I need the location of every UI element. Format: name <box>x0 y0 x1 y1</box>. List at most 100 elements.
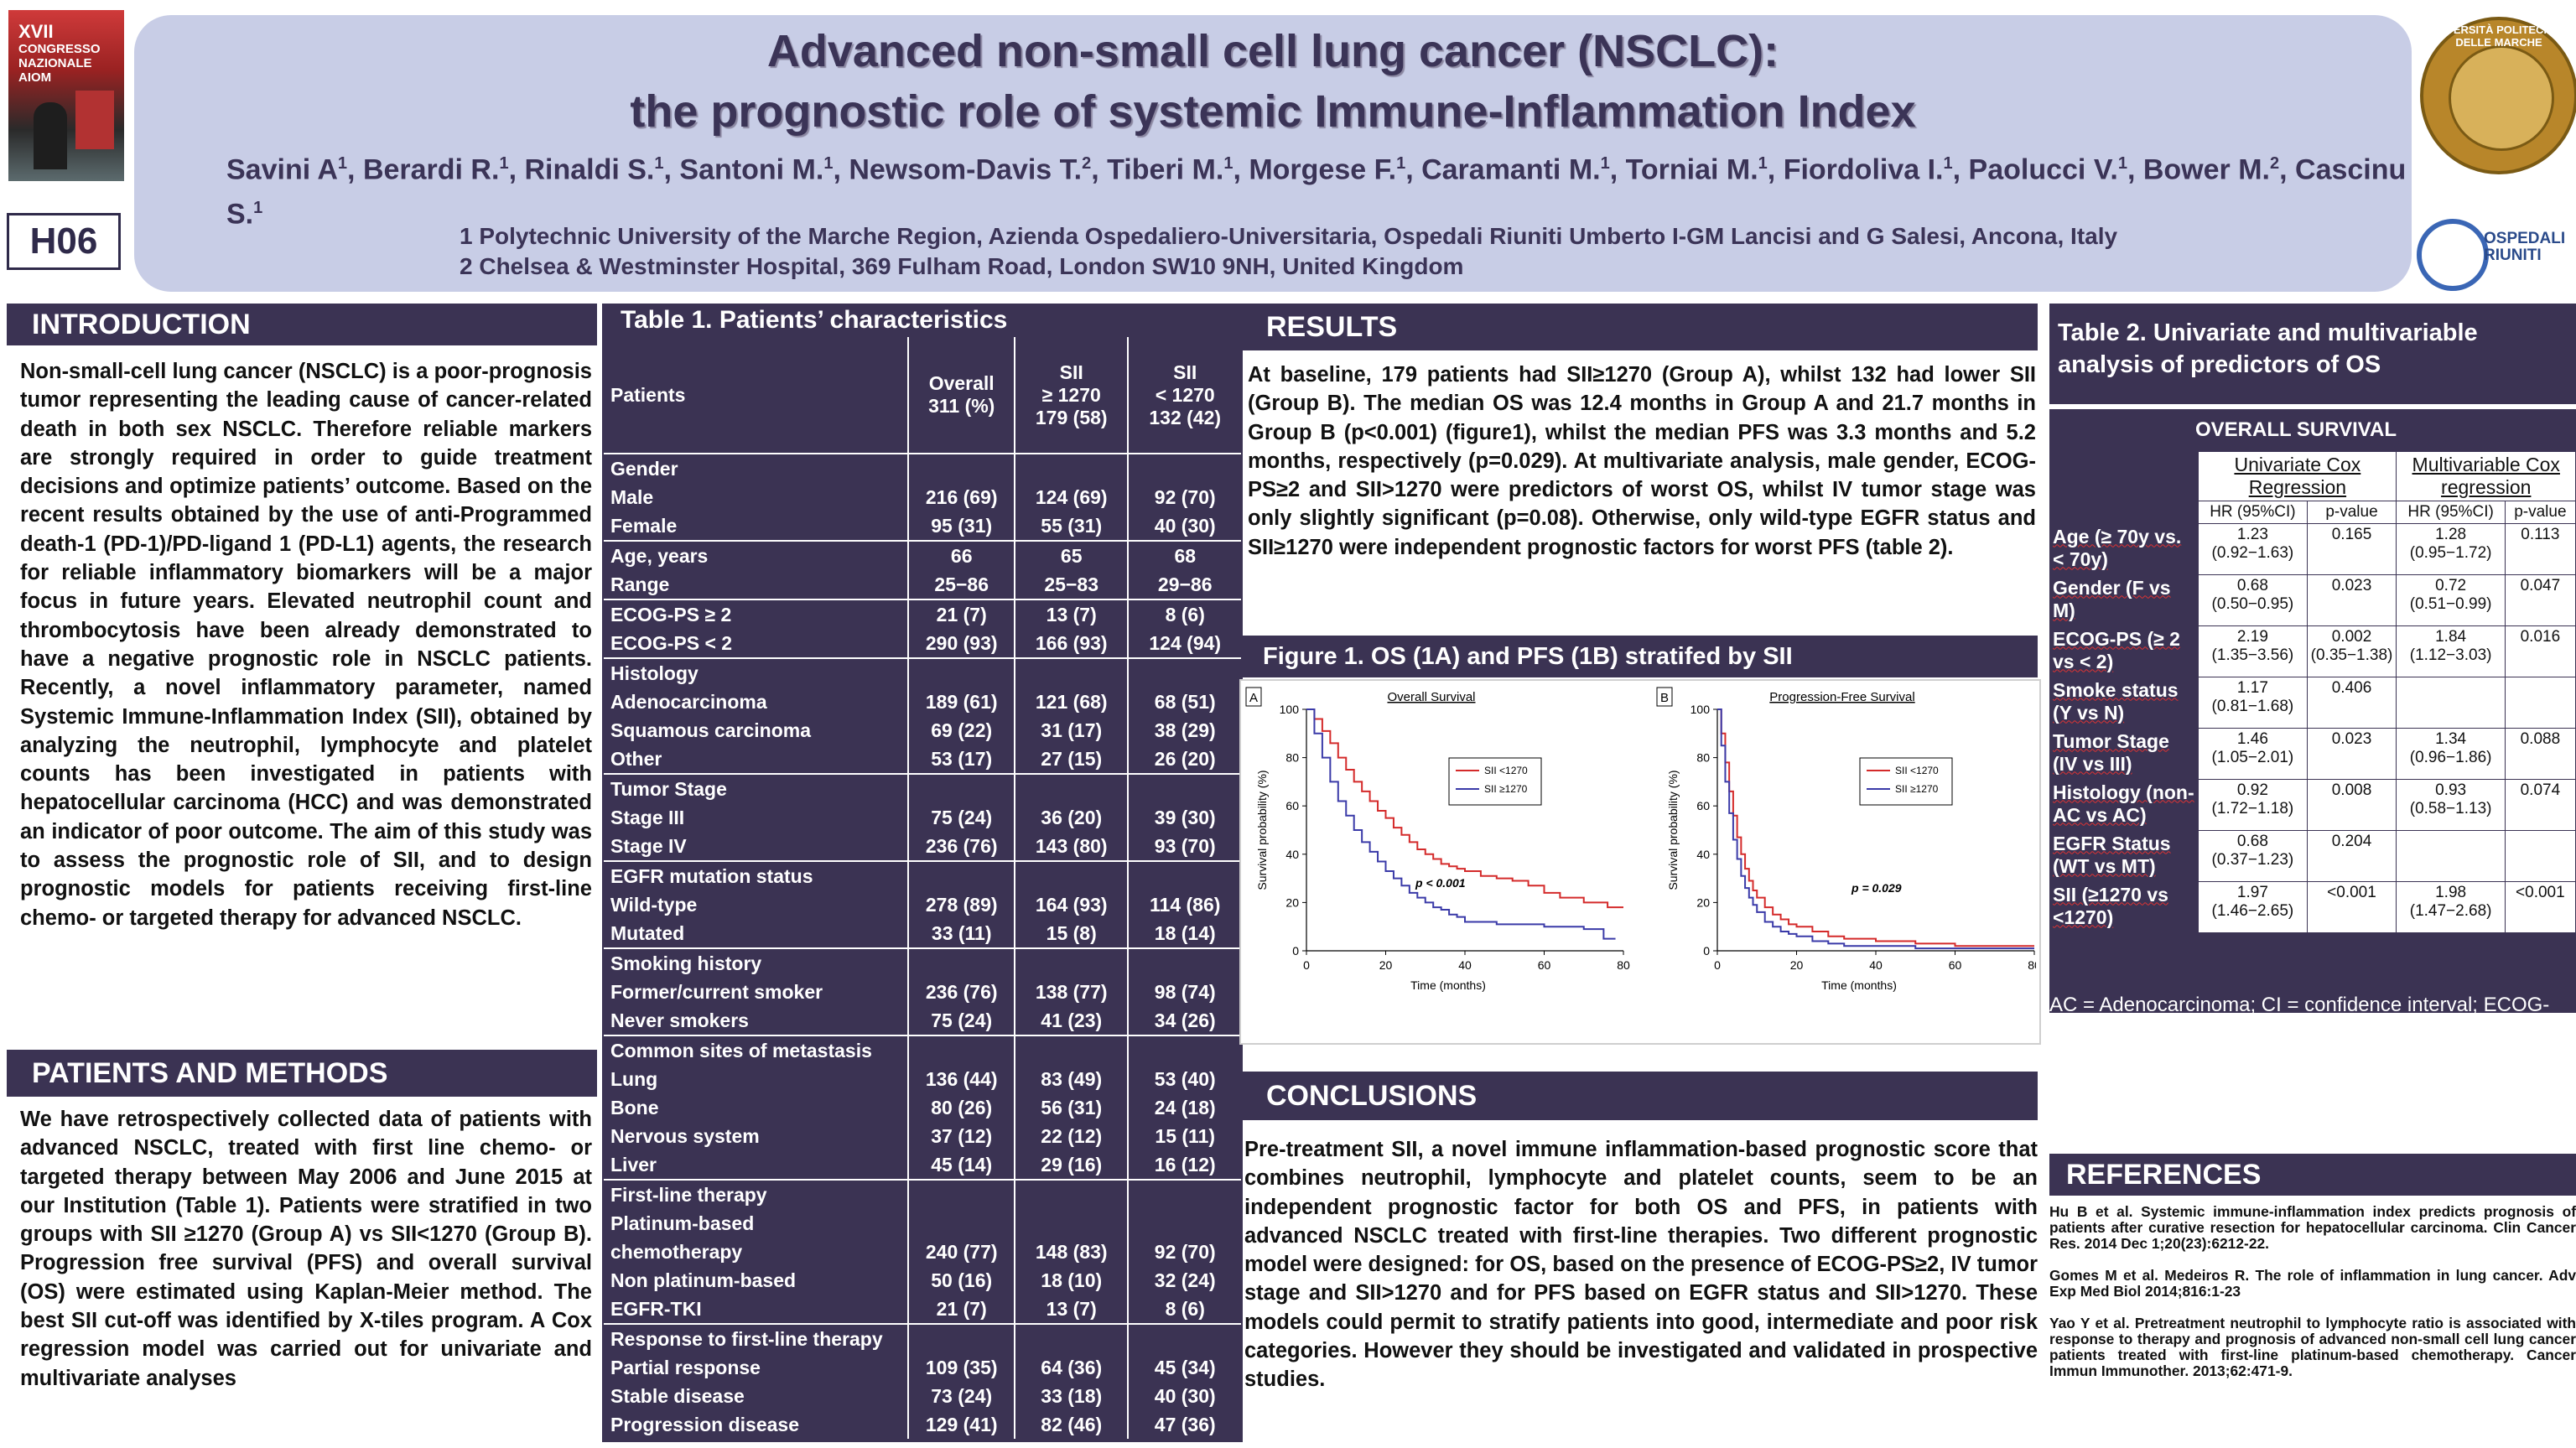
table1-row-label: Stage IV <box>610 834 687 857</box>
table1-row: Histology <box>604 657 1241 688</box>
table1-cell <box>907 1179 1015 1209</box>
table1-cell: 31 (17) <box>1013 716 1129 745</box>
table1-cell: 16 (12) <box>1127 1150 1241 1180</box>
table2-cell: <0.001 <box>2306 881 2397 933</box>
table1-row: Gender <box>604 453 1241 483</box>
table1-row: Bone 80 (26) 56 (31) 24 (18) <box>604 1093 1241 1122</box>
table2-cell-value: 0.72 <box>2435 577 2467 594</box>
table2-cell: 1.98 (1.47−2.68) <box>2396 881 2506 933</box>
poster-code-badge: H06 <box>7 213 121 270</box>
table2-cell: 0.68 (0.37−1.23) <box>2198 830 2308 882</box>
table1-cell <box>907 947 1015 978</box>
table1-cell: 216 (69) <box>907 483 1015 511</box>
panel-label-box <box>1656 687 1673 707</box>
table1-cell: 95 (31) <box>907 511 1015 541</box>
table2-cell-ci: (1.35−3.56) <box>2211 646 2294 664</box>
table1-header-overall: Overall 311 (%) <box>907 337 1015 454</box>
conclusions-heading: CONCLUSIONS <box>1241 1072 2038 1120</box>
y-tick-label: 100 <box>1280 703 1300 716</box>
table2-cell-ci: (1.47−2.68) <box>2409 902 2492 920</box>
table2-cell-value: 0.204 <box>2331 833 2372 850</box>
table1: Patients Overall 311 (%) SII ≥ 1270 179 … <box>602 337 1243 1442</box>
table1-row: EGFR-TKI 21 (7) 13 (7) 8 (6) <box>604 1295 1241 1324</box>
author-affiliation-sup: 1 <box>2117 154 2127 173</box>
table1-cell: 33 (18) <box>1013 1382 1129 1410</box>
table1-cell: 138 (77) <box>1013 978 1129 1006</box>
table1-cell <box>1127 860 1241 890</box>
table2-cell-value: <0.001 <box>2516 884 2565 901</box>
table2-cell-ci: (1.72−1.18) <box>2211 800 2294 817</box>
table1-cell <box>907 657 1015 688</box>
table1-cell: 45 (34) <box>1127 1353 1241 1382</box>
table1-row: Male 216 (69) 124 (69) 92 (70) <box>604 483 1241 511</box>
table1-row-label: Histology <box>604 657 909 688</box>
table2-cell-value: 0.008 <box>2331 781 2372 799</box>
table1-row-label: Non platinum-based <box>610 1269 797 1291</box>
table2-cell-value: 0.165 <box>2331 526 2372 543</box>
x-tick-label: 80 <box>1617 958 1630 972</box>
author-list: Savini A1, Berardi R.1, Rinaldi S.1, San… <box>226 153 2407 231</box>
conclusions-text: Pre-treatment SII, a novel immune inflam… <box>1244 1138 2038 1392</box>
table1-cell: 22 (12) <box>1013 1122 1129 1150</box>
table1-cell <box>1013 773 1129 803</box>
table1-cell <box>1127 1209 1241 1238</box>
table1-row-label: ECOG-PS < 2 <box>610 631 733 654</box>
table2-cell-value: 1.23 <box>2236 526 2268 543</box>
congress-logo-line: AIOM <box>18 70 52 85</box>
table1-cell <box>1013 1209 1129 1238</box>
figure-title: Figure 1. OS (1A) and PFS (1B) stratifed… <box>1241 636 2038 677</box>
y-tick-label: 20 <box>1696 895 1710 909</box>
table1-cell: 29 (16) <box>1013 1150 1129 1180</box>
table1-cell: 55 (31) <box>1013 511 1129 541</box>
table1-cell: 69 (22) <box>907 716 1015 745</box>
table1-cell: 124 (94) <box>1127 629 1241 658</box>
y-tick-label: 80 <box>1285 751 1299 765</box>
y-tick-label: 80 <box>1696 751 1710 765</box>
table1-row: Response to first-line therapy <box>604 1323 1241 1353</box>
table2-row-label: Smoke status (Y vs N) <box>2053 678 2179 724</box>
author-name: Tiberi M. <box>1107 153 1224 186</box>
figure-1: A Overall Survival 0 20 40 60 80 100 0 20 40 60 80 Ti… <box>1239 679 2041 1045</box>
table1-row-label: chemotherapy <box>610 1240 743 1263</box>
table1-cell <box>1127 947 1241 978</box>
table1-row: Never smokers 75 (24) 41 (23) 34 (26) <box>604 1006 1241 1035</box>
table1-cell: 34 (26) <box>1127 1006 1241 1035</box>
table1-cell: 53 (17) <box>907 745 1015 774</box>
header-line: Overall <box>928 372 995 394</box>
table1-cell: 40 (30) <box>1127 1382 1241 1410</box>
km-series-line <box>1717 708 2034 947</box>
km-curves-figure: A Overall Survival 0 20 40 60 80 100 0 20 40 60 80 Ti… <box>1245 687 2041 992</box>
university-seal-icon <box>2449 45 2554 151</box>
y-tick-label: 60 <box>1285 799 1299 812</box>
table1-cell: 82 (46) <box>1013 1410 1129 1439</box>
table1-cell: 189 (61) <box>907 688 1015 716</box>
table1-row-label: Adenocarcinoma <box>610 690 767 713</box>
table2-cell-value: 1.17 <box>2236 679 2268 697</box>
y-axis-label: Survival probability (%) <box>1666 770 1680 890</box>
table1-cell: 66 <box>907 540 1015 570</box>
table2-cell: 0.002 (0.35−1.38) <box>2306 625 2397 677</box>
table2-cell: 0.93 (0.58−1.13) <box>2396 779 2506 831</box>
header-line: 179 (58) <box>1035 406 1108 428</box>
table1-header-high-sii: SII ≥ 1270 179 (58) <box>1013 337 1129 454</box>
table1-cell: 240 (77) <box>907 1238 1015 1266</box>
y-tick-label: 0 <box>1703 944 1710 958</box>
hospital-logo-line: RIUNITI <box>2484 247 2542 264</box>
panel-label: A <box>1249 691 1258 705</box>
table1-row: First-line therapy <box>604 1179 1241 1209</box>
table1-cell: 73 (24) <box>907 1382 1015 1410</box>
table1-row-label: Age, years <box>604 540 909 570</box>
table1-cell: 109 (35) <box>907 1353 1015 1382</box>
table1-row: Partial response 109 (35) 64 (36) 45 (34) <box>604 1353 1241 1382</box>
table2-cell: 1.17 (0.81−1.68) <box>2198 677 2308 729</box>
table2-cell-value: 0.047 <box>2520 577 2561 594</box>
table2-cell <box>2504 677 2576 729</box>
x-tick-label: 60 <box>1949 958 1962 972</box>
introduction-text: Non-small-cell lung cancer (NSCLC) is a … <box>20 360 592 930</box>
table2-cell-value: 0.023 <box>2331 730 2372 748</box>
table1-cell: 21 (7) <box>907 1295 1015 1324</box>
table1-cell: 164 (93) <box>1013 890 1129 919</box>
table2-multivariable-header: Multivariable Cox regression <box>2396 451 2576 501</box>
table1-cell <box>1127 657 1241 688</box>
table1-cell: 25−83 <box>1013 570 1129 599</box>
